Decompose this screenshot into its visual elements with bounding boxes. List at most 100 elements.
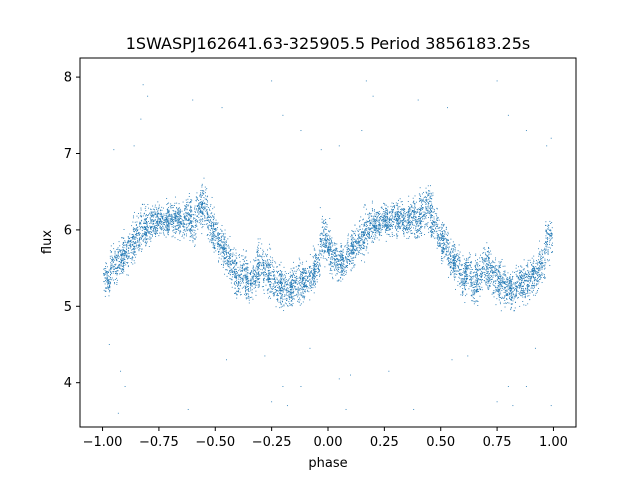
- data-point: [127, 240, 129, 242]
- data-point: [263, 261, 265, 263]
- data-point: [411, 233, 413, 234]
- data-point: [346, 253, 348, 255]
- data-point: [189, 207, 191, 209]
- data-point: [144, 215, 146, 217]
- data-point: [340, 253, 342, 255]
- data-point: [326, 251, 328, 252]
- data-point: [189, 214, 191, 216]
- data-point: [135, 242, 137, 244]
- data-point: [194, 238, 196, 240]
- data-point: [235, 262, 237, 263]
- data-point: [353, 250, 355, 252]
- data-point: [202, 208, 204, 209]
- data-point: [333, 264, 335, 266]
- data-point: [301, 263, 303, 265]
- data-point: [202, 218, 204, 220]
- data-point: [108, 269, 110, 271]
- data-point: [304, 280, 306, 282]
- data-point: [136, 245, 137, 247]
- data-point: [371, 215, 373, 217]
- data-point: [301, 279, 303, 280]
- data-point: [177, 214, 179, 215]
- data-point: [172, 210, 174, 212]
- data-point: [200, 190, 202, 191]
- data-point: [420, 232, 422, 234]
- data-point: [269, 269, 271, 271]
- data-point: [192, 221, 194, 223]
- data-point: [369, 224, 371, 226]
- data-point: [145, 232, 147, 233]
- data-point: [302, 277, 303, 279]
- data-point: [357, 238, 359, 240]
- data-point: [114, 259, 116, 261]
- data-point: [213, 224, 215, 225]
- data-point: [275, 282, 277, 284]
- data-point: [124, 249, 126, 251]
- data-point: [339, 266, 341, 268]
- data-point: [350, 261, 352, 263]
- data-point: [271, 257, 273, 259]
- data-point: [333, 255, 335, 257]
- data-point: [113, 248, 115, 250]
- data-point: [336, 257, 338, 259]
- data-point: [406, 231, 408, 233]
- data-point: [357, 230, 359, 232]
- data-point: [310, 289, 312, 291]
- data-point: [123, 255, 125, 257]
- data-point: [386, 228, 387, 230]
- data-point: [301, 283, 303, 285]
- data-point: [146, 215, 148, 217]
- data-point: [121, 269, 123, 271]
- data-point: [263, 278, 265, 279]
- data-point: [289, 282, 291, 284]
- data-point: [189, 230, 191, 232]
- data-point: [248, 299, 250, 301]
- data-point: [205, 220, 207, 222]
- data-point: [328, 247, 330, 249]
- data-point: [256, 274, 258, 276]
- data-point: [221, 241, 223, 243]
- data-point: [128, 252, 130, 254]
- data-point: [178, 218, 180, 219]
- data-point: [377, 220, 379, 222]
- data-point: [328, 231, 330, 233]
- data-point: [255, 290, 257, 292]
- data-point: [258, 258, 260, 260]
- data-point: [207, 207, 209, 209]
- data-point: [330, 249, 332, 250]
- data-point: [120, 259, 122, 261]
- data-point: [343, 271, 345, 273]
- data-point: [137, 233, 139, 235]
- data-point: [191, 210, 193, 211]
- data-point: [167, 210, 169, 212]
- data-point: [369, 229, 371, 231]
- data-point: [346, 248, 348, 250]
- data-point: [326, 238, 328, 240]
- data-point: [209, 208, 210, 210]
- data-point: [175, 232, 177, 234]
- data-point: [112, 259, 114, 261]
- data-point: [357, 254, 359, 256]
- data-point: [215, 223, 217, 225]
- data-point: [299, 277, 301, 279]
- data-point: [330, 253, 332, 255]
- data-point: [334, 259, 336, 260]
- data-point: [331, 265, 333, 267]
- data-point: [313, 249, 315, 251]
- data-point: [354, 241, 356, 243]
- data-point: [147, 227, 149, 229]
- data-point: [414, 233, 416, 234]
- data-point: [200, 218, 202, 220]
- data-point: [410, 209, 412, 211]
- data-point: [322, 245, 324, 247]
- data-point: [279, 282, 281, 284]
- data-point: [185, 199, 187, 201]
- data-point: [150, 228, 152, 230]
- data-point: [378, 225, 380, 227]
- data-point: [156, 208, 158, 210]
- data-point: [232, 249, 234, 250]
- data-point: [172, 206, 174, 208]
- data-point: [346, 261, 348, 263]
- data-point: [300, 271, 302, 273]
- data-point: [338, 279, 340, 281]
